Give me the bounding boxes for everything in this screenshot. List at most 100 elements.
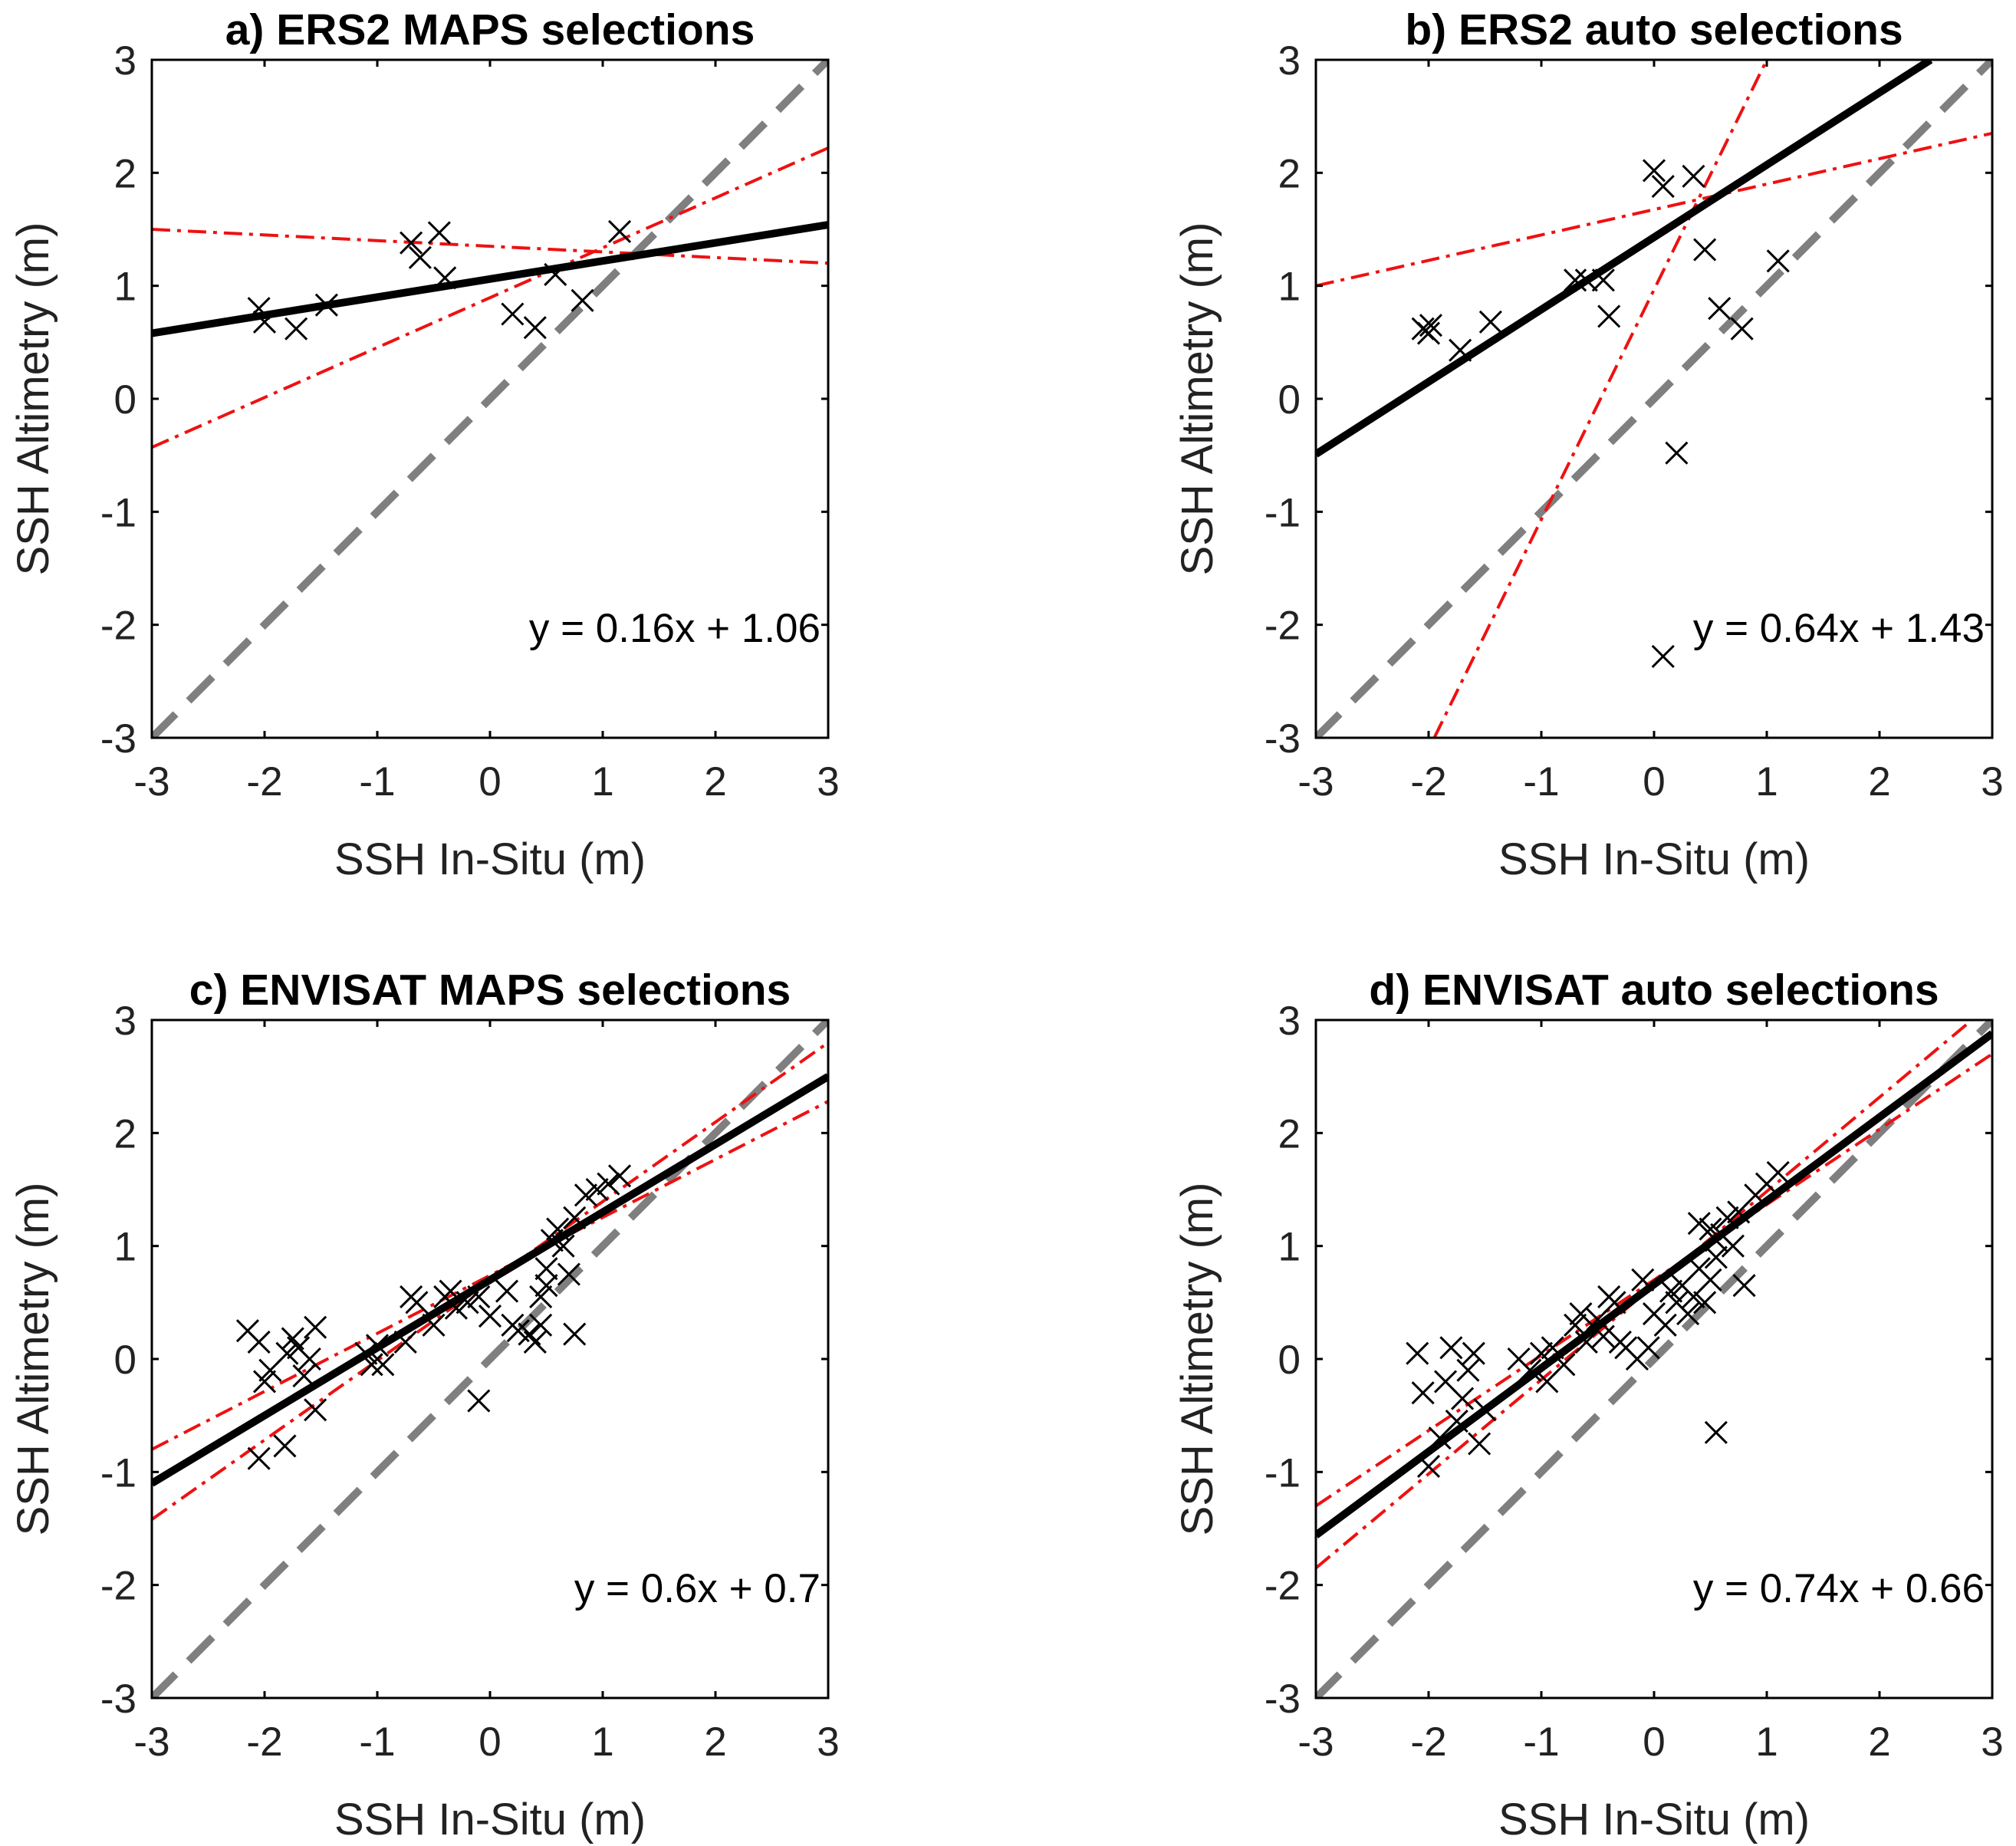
y-tick-label: -1 — [1265, 490, 1301, 535]
data-point — [1518, 1358, 1542, 1382]
data-point — [1439, 1336, 1463, 1360]
x-tick-label: 3 — [1981, 1719, 2003, 1765]
y-tick-label: 1 — [114, 1225, 136, 1270]
y-tick-label: 3 — [1278, 999, 1301, 1044]
data-point — [1693, 238, 1717, 262]
x-tick-label: -1 — [359, 759, 395, 805]
y-tick-label: 1 — [1278, 1225, 1301, 1270]
data-point — [455, 1291, 479, 1315]
data-point — [1704, 1229, 1728, 1252]
data-point — [551, 1234, 575, 1258]
data-point — [534, 1274, 558, 1298]
data-point — [247, 1446, 271, 1470]
data-point — [1732, 1274, 1756, 1298]
data-point — [1636, 1336, 1660, 1360]
y-tick-label: 1 — [1278, 265, 1301, 310]
data-point — [1411, 1381, 1435, 1405]
data-point — [314, 293, 338, 317]
y-tick-label: 0 — [1278, 1338, 1301, 1383]
data-point — [1416, 1454, 1441, 1479]
one-to-one-line — [152, 1020, 828, 1698]
x-tick-label: 2 — [1868, 1719, 1890, 1765]
data-point — [1462, 1341, 1485, 1365]
one-to-one-line — [1316, 60, 1992, 738]
data-point — [1564, 268, 1587, 292]
y-axis-label: SSH Altimetry (m) — [8, 222, 58, 576]
data-point — [1419, 314, 1443, 337]
data-point — [1416, 321, 1441, 345]
regression-equation: y = 0.16x + 1.06 — [529, 606, 821, 651]
regression-line — [152, 221, 828, 337]
confidence-line-2 — [152, 146, 828, 449]
data-point — [1569, 1302, 1593, 1326]
data-point — [1730, 317, 1754, 341]
x-tick-label: 3 — [817, 1719, 839, 1765]
regression-line — [1316, 1030, 1992, 1538]
one-to-one-line — [1316, 1020, 1992, 1698]
x-tick-label: 0 — [1643, 1719, 1665, 1765]
data-point — [275, 1341, 299, 1365]
data-point — [371, 1353, 395, 1377]
data-point — [1473, 1398, 1497, 1422]
data-point — [405, 1291, 429, 1315]
data-point — [365, 1334, 390, 1357]
x-tick-label: -1 — [359, 1719, 395, 1765]
data-point — [523, 316, 547, 340]
x-tick-label: -1 — [1523, 759, 1559, 805]
y-tick-label: -2 — [100, 604, 136, 649]
data-point — [597, 1172, 620, 1196]
plot-area — [152, 60, 828, 738]
data-point — [1591, 268, 1615, 292]
panel-c: -3 -2 -1 0 1 2 3 3 2 1 0 -1 -2 -3 c) ENVISAT MAPS sele… — [8, 966, 840, 1844]
data-point — [1541, 1336, 1564, 1360]
x-tick-label: 3 — [1981, 759, 2003, 805]
x-tick-label: -3 — [1297, 759, 1334, 805]
data-point — [247, 1330, 271, 1354]
y-tick-label: 0 — [1278, 377, 1301, 423]
y-tick-label: 2 — [114, 151, 136, 196]
data-point — [1449, 338, 1472, 362]
x-axis-label: SSH In-Situ (m) — [334, 1795, 646, 1844]
confidence-line-2 — [1432, 60, 1768, 738]
x-tick-label: -1 — [1523, 1719, 1559, 1765]
y-axis-label: SSH Altimetry (m) — [8, 1183, 58, 1536]
confidence-line-1 — [152, 1100, 828, 1451]
data-point — [1704, 1245, 1728, 1269]
panel-b: -3 -2 -1 0 1 2 3 3 2 1 0 -1 -2 -3 b) ERS2 auto selecti… — [1172, 5, 2004, 884]
y-tick-label: -1 — [100, 490, 136, 535]
data-point — [585, 1177, 609, 1202]
data-point — [501, 302, 525, 326]
regression-equation: y = 0.64x + 1.43 — [1693, 606, 1985, 651]
y-tick-label: 1 — [114, 265, 136, 310]
data-point — [1653, 1313, 1677, 1337]
y-tick-label: 0 — [114, 377, 136, 423]
data-point — [1574, 268, 1598, 292]
x-axis-label: SSH In-Situ (m) — [1498, 834, 1810, 884]
y-tick-label: -3 — [1265, 1677, 1301, 1722]
regression-line — [152, 1073, 828, 1487]
panel-title: c) ENVISAT MAPS selections — [189, 966, 791, 1015]
panel-d: -3 -2 -1 0 1 2 3 3 2 1 0 -1 -2 -3 d) ENVISAT auto sele… — [1172, 966, 2004, 1844]
y-tick-label: 3 — [114, 999, 136, 1044]
data-point — [478, 1304, 502, 1328]
data-point — [1699, 1217, 1722, 1241]
one-to-one-line — [152, 60, 828, 738]
data-point — [546, 1217, 570, 1241]
data-point — [1676, 1302, 1700, 1326]
y-tick-label: -3 — [1265, 716, 1301, 762]
y-tick-label: -1 — [1265, 1450, 1301, 1496]
y-tick-label: 2 — [114, 1111, 136, 1157]
x-tick-label: -2 — [1410, 759, 1446, 805]
data-point — [1529, 1341, 1554, 1365]
data-point — [557, 1262, 580, 1286]
data-point — [1406, 1341, 1429, 1365]
data-point — [1665, 441, 1689, 465]
data-point — [304, 1398, 327, 1422]
data-point — [563, 1322, 587, 1346]
data-point — [529, 1313, 553, 1337]
y-tick-label: -1 — [100, 1450, 136, 1496]
x-tick-label: -2 — [246, 759, 282, 805]
data-point — [422, 1313, 446, 1337]
data-point — [1451, 1387, 1475, 1410]
data-point — [1631, 1268, 1655, 1292]
